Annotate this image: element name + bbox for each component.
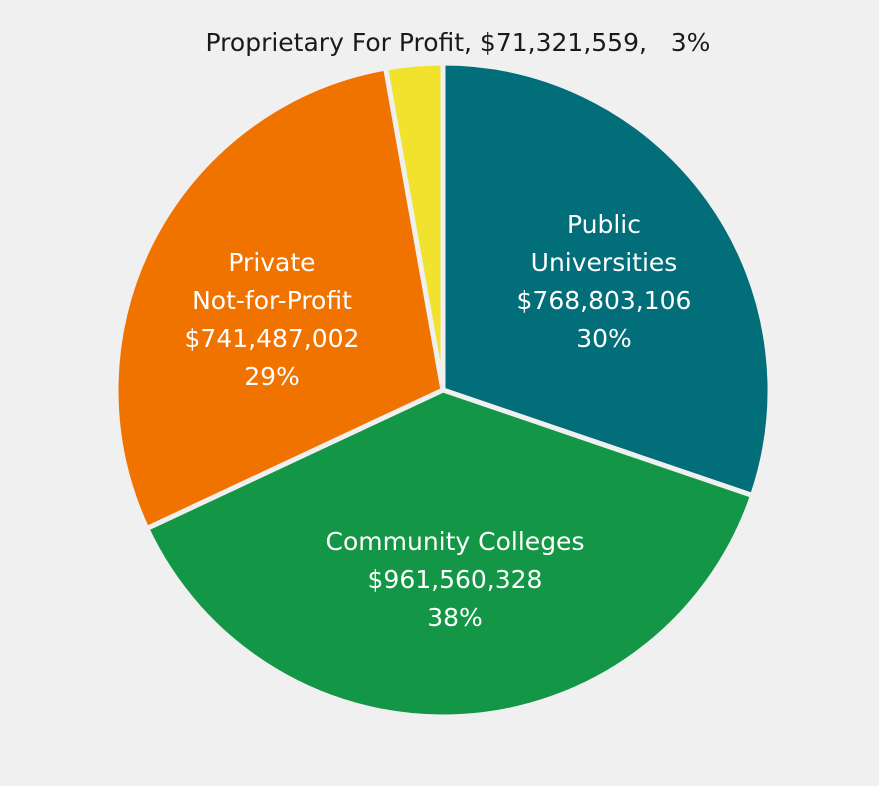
slice-public-universities bbox=[440, 60, 773, 499]
label-public-universities-line-4: 30% bbox=[576, 324, 632, 353]
pie-labels: Public Universities $768,803,106 30% Communi… bbox=[185, 28, 711, 632]
pie-slices bbox=[113, 60, 773, 720]
label-private-not-for-profit-line-1: Private bbox=[228, 248, 315, 277]
label-private-not-for-profit-line-2: Not-for-Profit bbox=[192, 286, 352, 315]
slice-private-not-for-profit bbox=[113, 65, 446, 531]
label-proprietary-for-profit: Proprietary For Profit, $71,321,559, 3% bbox=[206, 28, 711, 57]
label-public-universities-line-2: Universities bbox=[531, 248, 678, 277]
label-public-universities-line-1: Public bbox=[567, 210, 641, 239]
label-private-not-for-profit-line-3: $741,487,002 bbox=[185, 324, 360, 353]
label-public-universities-line-3: $768,803,106 bbox=[517, 286, 692, 315]
slice-community-colleges bbox=[144, 387, 756, 720]
label-community-colleges-line-2: $961,560,328 bbox=[368, 565, 543, 594]
label-community-colleges-line-1: Community Colleges bbox=[326, 527, 585, 556]
label-private-not-for-profit-line-4: 29% bbox=[244, 362, 300, 391]
label-community-colleges-line-3: 38% bbox=[427, 603, 483, 632]
slice-proprietary-for-profit bbox=[383, 60, 446, 393]
